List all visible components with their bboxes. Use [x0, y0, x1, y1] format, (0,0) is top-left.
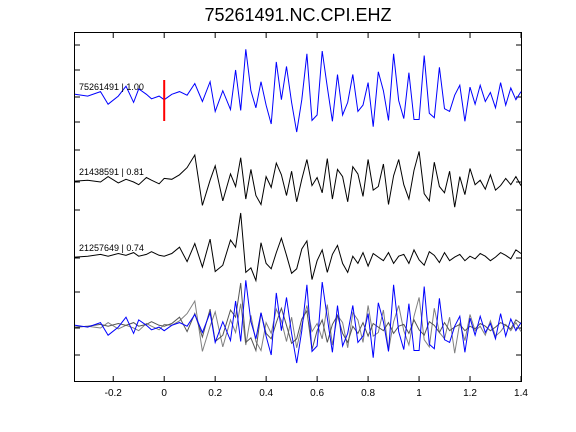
trace-1: [74, 49, 522, 133]
x-tick-label: 0.6: [310, 388, 324, 399]
x-tick-label: 0: [161, 388, 167, 399]
x-tick-label: 0.8: [361, 388, 375, 399]
x-tick-label: 0.2: [208, 388, 222, 399]
trace-label: 21438591 | 0.81: [79, 167, 144, 177]
traces: [74, 49, 522, 283]
x-tick-label: 0.4: [259, 388, 273, 399]
x-axis: -0.2 0 0.2 0.4 0.6 0.8 1 1.2 1.4: [105, 33, 528, 399]
trace-3: [74, 212, 522, 283]
y-axis-ticks: [75, 44, 521, 356]
trace-label: 75261491 | 1.00: [79, 82, 144, 92]
chart-title: 75261491.NC.CPI.EHZ: [204, 5, 392, 25]
overlay-trace-match: [74, 297, 522, 354]
x-tick-label: 1: [416, 388, 422, 399]
x-tick-label: -0.2: [105, 388, 123, 399]
trace-label: 21257649 | 0.74: [79, 243, 144, 253]
trace-2: [74, 151, 522, 208]
overlay-trace-template: [74, 280, 522, 364]
plot-frame: [74, 32, 522, 382]
x-tick-label: 1.4: [514, 388, 528, 399]
x-tick-label: 1.2: [463, 388, 477, 399]
overlay-trace-match: [74, 282, 522, 353]
overlay-traces: [74, 280, 522, 364]
trace-labels: 75261491 | 1.00 21438591 | 0.81 21257649 |…: [79, 82, 144, 253]
